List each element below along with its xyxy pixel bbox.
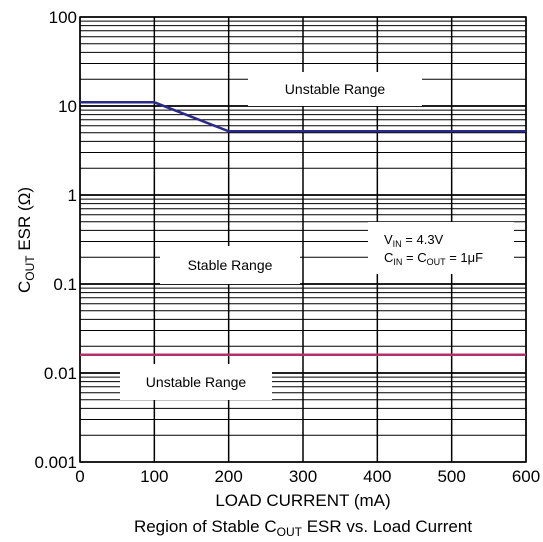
y-tick-labels: 0.001 0.01 0.1 1 10 100 bbox=[34, 8, 77, 472]
unstable-top-label-bg bbox=[248, 72, 422, 106]
y-tick-label: 10 bbox=[58, 97, 77, 116]
y-tick-label: 100 bbox=[49, 8, 77, 27]
x-tick-label: 100 bbox=[140, 467, 168, 486]
stable-label-bg bbox=[160, 246, 300, 284]
x-tick-labels: 0 100 200 300 400 500 600 bbox=[75, 467, 540, 486]
y-tick-label: 0.1 bbox=[53, 275, 77, 294]
stable-label: Stable Range bbox=[188, 257, 273, 273]
y-axis-title: COUT ESR (Ω) bbox=[15, 187, 37, 293]
x-tick-label: 200 bbox=[214, 467, 242, 486]
x-axis-title: LOAD CURRENT (mA) bbox=[215, 491, 390, 510]
plot-frame bbox=[79, 16, 527, 463]
x-tick-label: 500 bbox=[437, 467, 465, 486]
unstable-bottom-label-bg bbox=[120, 364, 272, 400]
x-tick-label: 600 bbox=[512, 467, 540, 486]
series-lines bbox=[80, 101, 526, 357]
x-tick-label: 0 bbox=[75, 467, 84, 486]
series-line-1 bbox=[80, 101, 526, 133]
unstable-bottom-label: Unstable Range bbox=[146, 374, 247, 390]
cin-cout-condition: CIN = COUT = 1μF bbox=[384, 250, 483, 267]
y-tick-label: 1 bbox=[68, 186, 77, 205]
x-tick-label: 300 bbox=[289, 467, 317, 486]
unstable-top-label: Unstable Range bbox=[285, 81, 386, 97]
y-tick-label: 0.001 bbox=[34, 453, 77, 472]
y-tick-label: 0.01 bbox=[44, 364, 77, 383]
x-tick-label: 400 bbox=[363, 467, 391, 486]
vin-condition: VIN = 4.3V bbox=[384, 232, 444, 249]
conditions-bg bbox=[368, 222, 514, 274]
chart-caption: Region of Stable COUT ESR vs. Load Curre… bbox=[134, 517, 472, 539]
